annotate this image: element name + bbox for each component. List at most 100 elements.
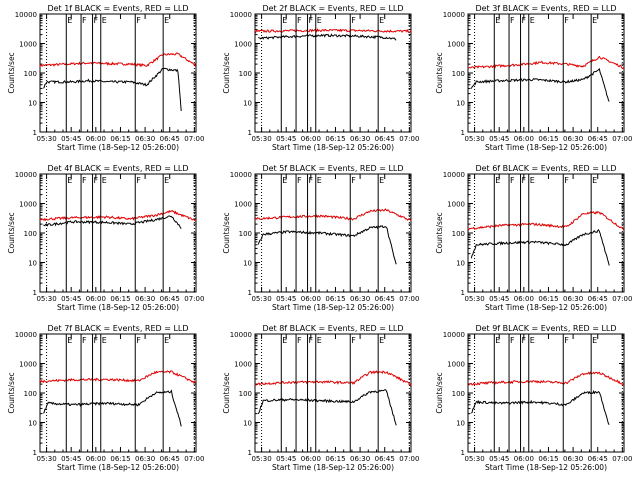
marker-label: E	[282, 176, 287, 185]
panel-4: Det 4f BLACK = Events, RED = LLD 1 10 100 10…	[7, 164, 204, 312]
y-tick-label: 10	[456, 100, 465, 108]
marker-label: F	[522, 16, 527, 25]
y-tick-label: 1000	[447, 41, 465, 49]
x-tick-label: 05:30	[251, 455, 271, 463]
y-tick-label: 1	[461, 289, 465, 297]
y-tick-label: 1000	[234, 361, 252, 369]
x-axis-label: Start Time (18-Sep-12 05:26:00)	[485, 303, 607, 312]
events-series-line	[470, 389, 610, 425]
y-tick-label: 1	[248, 449, 252, 457]
x-tick-label: 06:15	[538, 455, 558, 463]
x-axis-label: Start Time (18-Sep-12 05:26:00)	[272, 143, 394, 152]
marker-label: F	[297, 336, 302, 345]
marker-label: F	[94, 336, 99, 345]
y-tick-label: 1000	[19, 361, 37, 369]
x-tick-label: 06:45	[375, 295, 395, 303]
panel-title: Det 1f BLACK = Events, RED = LLD	[47, 4, 188, 13]
marker-label: F	[522, 336, 527, 345]
panel-title: Det 3f BLACK = Events, RED = LLD	[475, 4, 616, 13]
marker-label: F	[309, 336, 314, 345]
events-series-line	[470, 67, 610, 102]
lld-series-line	[467, 210, 625, 231]
plot-frame	[39, 173, 197, 293]
marker-label: E	[67, 176, 72, 185]
plot-frame	[39, 13, 197, 133]
panel-title: Det 9f BLACK = Events, RED = LLD	[475, 324, 616, 333]
y-axis-label: Counts/sec	[222, 52, 231, 93]
x-tick-label: 05:45	[61, 295, 81, 303]
marker-label: F	[82, 176, 87, 185]
plot-frame	[467, 173, 625, 293]
x-tick-label: 06:30	[563, 455, 583, 463]
marker-label: E	[495, 16, 500, 25]
marker-label: F	[82, 336, 87, 345]
marker-label: F	[297, 16, 302, 25]
y-tick-label: 1	[461, 449, 465, 457]
x-tick-label: 05:45	[276, 455, 296, 463]
marker-label: E	[592, 336, 597, 345]
marker-label: E	[592, 176, 597, 185]
x-tick-label: 06:45	[588, 135, 608, 143]
y-tick-label: 1000	[447, 201, 465, 209]
x-tick-label: 07:00	[184, 455, 204, 463]
x-tick-label: 05:30	[251, 295, 271, 303]
marker-label: E	[317, 16, 322, 25]
marker-label: E	[495, 176, 500, 185]
x-tick-label: 06:30	[563, 295, 583, 303]
lld-series-line	[467, 371, 625, 386]
x-tick-label: 05:30	[36, 455, 56, 463]
y-axis-label: Counts/sec	[435, 52, 444, 93]
panel-title: Det 2f BLACK = Events, RED = LLD	[262, 4, 403, 13]
events-series-line	[42, 389, 182, 427]
panel-6: Det 6f BLACK = Events, RED = LLD 1 10 100 10…	[435, 164, 632, 312]
x-tick-label: 06:15	[538, 295, 558, 303]
x-axis-label: Start Time (18-Sep-12 05:26:00)	[57, 143, 179, 152]
x-tick-label: 06:45	[588, 455, 608, 463]
marker-label: F	[351, 16, 356, 25]
y-tick-label: 100	[452, 230, 465, 238]
marker-label: F	[351, 176, 356, 185]
x-tick-label: 06:00	[301, 455, 321, 463]
marker-label: F	[510, 176, 515, 185]
y-tick-label: 10	[28, 260, 37, 268]
y-tick-label: 10000	[443, 11, 465, 19]
marker-label: F	[564, 16, 569, 25]
y-tick-label: 1000	[447, 361, 465, 369]
marker-label: F	[564, 336, 569, 345]
y-tick-label: 10	[28, 100, 37, 108]
x-tick-label: 06:30	[563, 135, 583, 143]
marker-label: E	[102, 176, 107, 185]
x-tick-label: 07:00	[184, 135, 204, 143]
x-tick-label: 06:15	[110, 135, 130, 143]
y-tick-label: 100	[239, 70, 252, 78]
x-tick-label: 06:30	[135, 455, 155, 463]
y-tick-label: 1	[33, 289, 37, 297]
x-tick-label: 05:30	[464, 455, 484, 463]
events-series-line	[257, 389, 397, 426]
panel-3: Det 3f BLACK = Events, RED = LLD 1 10 100 10…	[435, 4, 632, 152]
panel-title: Det 5f BLACK = Events, RED = LLD	[262, 164, 403, 173]
x-tick-label: 06:00	[514, 135, 534, 143]
x-tick-label: 07:00	[399, 135, 419, 143]
marker-label: E	[282, 336, 287, 345]
marker-label: F	[94, 16, 99, 25]
panel-7: Det 7f BLACK = Events, RED = LLD 1 10 100 10…	[7, 324, 204, 472]
panel-title: Det 4f BLACK = Events, RED = LLD	[47, 164, 188, 173]
marker-label: F	[297, 176, 302, 185]
x-tick-label: 06:00	[514, 455, 534, 463]
marker-label: F	[136, 176, 141, 185]
marker-label: E	[592, 16, 597, 25]
y-axis-label: Counts/sec	[7, 372, 16, 413]
panel-title: Det 7f BLACK = Events, RED = LLD	[47, 324, 188, 333]
x-tick-label: 06:15	[110, 295, 130, 303]
y-tick-label: 10000	[230, 331, 252, 339]
x-axis-label: Start Time (18-Sep-12 05:26:00)	[57, 303, 179, 312]
y-axis-label: Counts/sec	[222, 212, 231, 253]
x-tick-label: 05:45	[489, 455, 509, 463]
panel-8: Det 8f BLACK = Events, RED = LLD 1 10 100 10…	[222, 324, 419, 472]
y-axis-label: Counts/sec	[7, 212, 16, 253]
x-tick-label: 06:45	[160, 295, 180, 303]
x-tick-label: 06:00	[514, 295, 534, 303]
marker-label: E	[317, 176, 322, 185]
x-tick-label: 05:45	[61, 455, 81, 463]
